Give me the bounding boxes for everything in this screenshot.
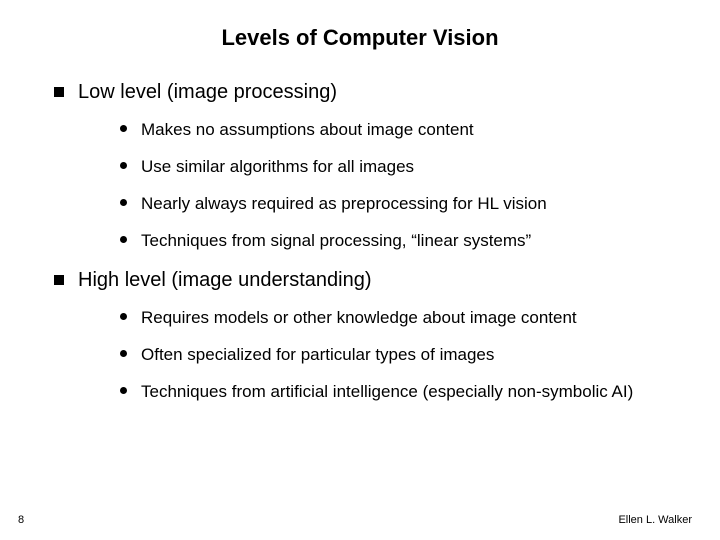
section-items: Makes no assumptions about image content… — [120, 119, 684, 252]
list-item: Techniques from signal processing, “line… — [120, 230, 684, 251]
section-heading-row: High level (image understanding) — [54, 268, 684, 293]
section-0: Low level (image processing) Makes no as… — [54, 80, 684, 252]
section-1: High level (image understanding) Require… — [54, 268, 684, 403]
section-items: Requires models or other knowledge about… — [120, 307, 684, 403]
item-text: Use similar algorithms for all images — [141, 156, 414, 177]
dot-bullet-icon — [120, 125, 127, 132]
section-heading-row: Low level (image processing) — [54, 80, 684, 105]
dot-bullet-icon — [120, 162, 127, 169]
list-item: Nearly always required as preprocessing … — [120, 193, 684, 214]
slide: Levels of Computer Vision Low level (ima… — [0, 0, 720, 540]
slide-title: Levels of Computer Vision — [36, 24, 684, 52]
item-text: Often specialized for particular types o… — [141, 344, 494, 365]
dot-bullet-icon — [120, 236, 127, 243]
dot-bullet-icon — [120, 313, 127, 320]
item-text: Techniques from artificial intelligence … — [141, 381, 633, 402]
list-item: Use similar algorithms for all images — [120, 156, 684, 177]
slide-number: 8 — [18, 514, 24, 526]
dot-bullet-icon — [120, 350, 127, 357]
item-text: Nearly always required as preprocessing … — [141, 193, 547, 214]
list-item: Often specialized for particular types o… — [120, 344, 684, 365]
square-bullet-icon — [54, 275, 64, 285]
item-text: Requires models or other knowledge about… — [141, 307, 577, 328]
footer-author: Ellen L. Walker — [618, 514, 692, 526]
content-list: Low level (image processing) Makes no as… — [36, 80, 684, 403]
square-bullet-icon — [54, 87, 64, 97]
section-heading: High level (image understanding) — [78, 268, 372, 293]
item-text: Makes no assumptions about image content — [141, 119, 474, 140]
list-item: Techniques from artificial intelligence … — [120, 381, 684, 402]
list-item: Makes no assumptions about image content — [120, 119, 684, 140]
dot-bullet-icon — [120, 199, 127, 206]
item-text: Techniques from signal processing, “line… — [141, 230, 531, 251]
section-heading: Low level (image processing) — [78, 80, 337, 105]
dot-bullet-icon — [120, 387, 127, 394]
list-item: Requires models or other knowledge about… — [120, 307, 684, 328]
